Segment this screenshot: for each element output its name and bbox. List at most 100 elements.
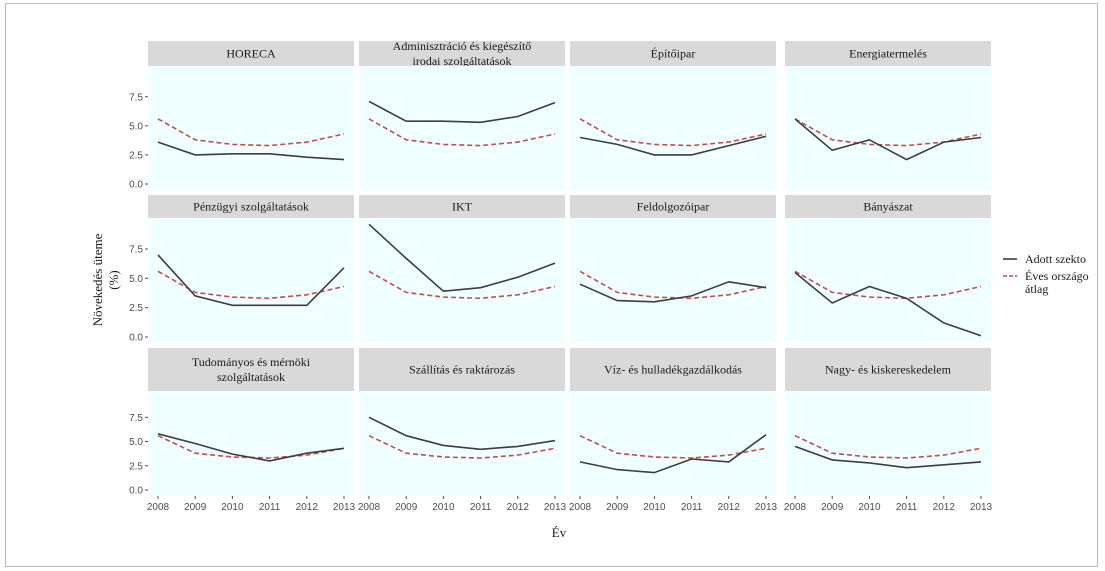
average-line	[368, 270, 556, 300]
sector-line	[579, 280, 767, 303]
facet-title: Tudományos és mérnöki	[192, 355, 311, 369]
facet-strip	[570, 41, 776, 66]
sector-line	[368, 100, 556, 124]
facet-title: Szállítás és raktározás	[409, 363, 515, 377]
facet-title: Építőipar	[651, 47, 696, 61]
panel-background	[148, 218, 354, 343]
panel-background	[359, 66, 565, 190]
facet-title: Energiatermelés	[849, 47, 927, 61]
x-tick-label: 2009	[184, 502, 207, 513]
y-tick-label: 5.0	[129, 121, 143, 132]
y-axis-title: Növekedés üteme	[90, 233, 105, 326]
facet-title: Víz- és hulladékgazdálkodás	[604, 363, 742, 377]
x-tick-label: 2008	[147, 502, 170, 513]
y-tick-label: 2.5	[129, 150, 143, 161]
average-line	[579, 434, 767, 459]
facet-strip	[785, 348, 991, 391]
average-line	[794, 434, 982, 459]
facet-title: irodai szolgáltatások	[413, 54, 512, 68]
panel-background	[785, 391, 991, 496]
figure-frame	[5, 3, 1098, 567]
legend-label: Adott szekto	[1025, 252, 1086, 266]
facet-strip	[359, 41, 565, 66]
x-tick-label: 2008	[358, 502, 381, 513]
panel-background	[148, 391, 354, 496]
facet-strip	[359, 195, 565, 218]
facet-strip	[785, 41, 991, 66]
facet-title: IKT	[452, 200, 473, 214]
y-tick-label: 0.0	[129, 180, 143, 191]
panel-background	[785, 66, 991, 190]
x-tick-label: 2013	[970, 502, 993, 513]
facet-strip	[148, 348, 354, 391]
sector-line	[157, 433, 345, 462]
panel-background	[785, 218, 991, 343]
x-tick-label: 2012	[933, 502, 956, 513]
facet-title: Adminisztráció és kiegészítő	[393, 39, 532, 53]
facet-title: szolgáltatások	[217, 370, 285, 384]
x-tick-label: 2012	[296, 502, 319, 513]
x-tick-label: 2013	[755, 502, 778, 513]
y-tick-label: 5.0	[129, 437, 143, 448]
facet-strip	[570, 195, 776, 218]
panel-background	[359, 391, 565, 496]
y-tick-label: 5.0	[129, 274, 143, 285]
sector-line	[579, 434, 767, 474]
sector-line	[368, 223, 556, 293]
sector-line	[157, 141, 345, 161]
facet-title: Pénzügyi szolgáltatások	[193, 200, 309, 214]
y-tick-label: 0.0	[129, 333, 143, 344]
x-tick-label: 2009	[606, 502, 629, 513]
sector-line	[794, 445, 982, 469]
y-tick-label: 7.5	[129, 244, 143, 255]
legend-label: Éves országo	[1025, 269, 1089, 283]
facet-title: Bányászat	[863, 200, 913, 214]
x-tick-label: 2011	[896, 502, 918, 513]
average-line	[579, 270, 767, 300]
x-tick-label: 2009	[821, 502, 844, 513]
x-tick-label: 2009	[395, 502, 418, 513]
facet-title: Nagy- és kiskereskedelem	[825, 363, 952, 377]
x-tick-label: 2010	[858, 502, 881, 513]
x-axis-title: Év	[552, 525, 567, 540]
panel-background	[148, 66, 354, 190]
x-tick-label: 2011	[470, 502, 492, 513]
x-tick-label: 2011	[259, 502, 281, 513]
x-tick-label: 2010	[221, 502, 244, 513]
y-tick-label: 2.5	[129, 303, 143, 314]
facet-strip	[148, 195, 354, 218]
average-line	[157, 118, 345, 147]
x-tick-label: 2013	[333, 502, 356, 513]
x-tick-label: 2008	[569, 502, 592, 513]
y-tick-label: 2.5	[129, 461, 143, 472]
y-tick-label: 0.0	[129, 486, 143, 497]
x-tick-label: 2010	[643, 502, 666, 513]
x-tick-label: 2012	[718, 502, 741, 513]
x-tick-label: 2012	[507, 502, 530, 513]
facet-strip	[570, 348, 776, 391]
facet-strip	[148, 41, 354, 66]
panel-background	[359, 218, 565, 343]
sector-line	[579, 135, 767, 156]
facet-strip	[785, 195, 991, 218]
y-tick-label: 7.5	[129, 413, 143, 424]
sector-line	[157, 254, 345, 307]
legend-label: átlag	[1025, 282, 1048, 296]
x-tick-label: 2010	[432, 502, 455, 513]
panel-background	[570, 66, 776, 190]
panel-background	[570, 391, 776, 496]
sector-line	[794, 118, 982, 161]
y-tick-label: 7.5	[129, 92, 143, 103]
facet-strip	[359, 348, 565, 391]
average-line	[368, 434, 556, 459]
panel-background	[570, 218, 776, 343]
x-tick-label: 2008	[784, 502, 807, 513]
sector-line	[794, 271, 982, 337]
average-line	[579, 118, 767, 147]
facet-title: HORECA	[226, 47, 276, 61]
y-axis-title-unit: (%)	[106, 270, 121, 290]
sector-line	[368, 416, 556, 451]
average-line	[794, 270, 982, 300]
facet-title: Feldolgozóipar	[637, 200, 710, 214]
